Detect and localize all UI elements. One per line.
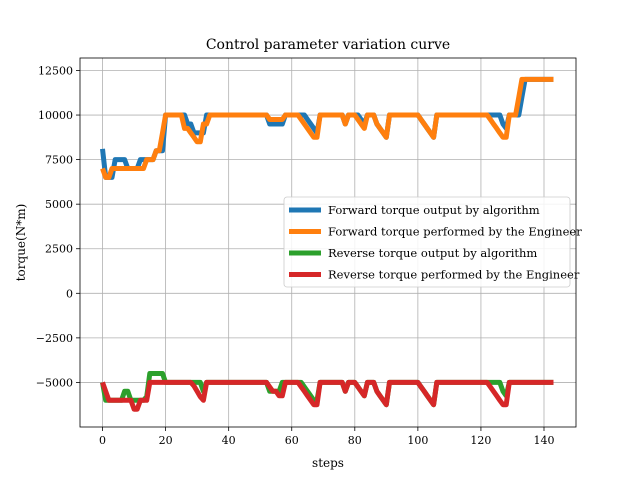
x-tick-label: 0 xyxy=(99,434,106,447)
x-tick-label: 140 xyxy=(533,434,554,447)
y-tick-label: −2500 xyxy=(36,332,73,345)
x-tick-label: 120 xyxy=(470,434,491,447)
y-tick-label: 7500 xyxy=(45,154,73,167)
x-tick-label: 60 xyxy=(285,434,299,447)
plot-frame xyxy=(79,57,577,428)
legend-entry-label: Reverse torque output by algorithm xyxy=(328,246,537,260)
chart-title: Control parameter variation curve xyxy=(206,37,450,53)
x-tick-label: 100 xyxy=(407,434,428,447)
legend-entry-label: Reverse torque performed by the Engineer xyxy=(328,268,580,282)
y-tick-label: 10000 xyxy=(38,109,73,122)
x-tick-label: 20 xyxy=(159,434,173,447)
legend-box xyxy=(283,196,571,288)
series-layer xyxy=(100,76,554,412)
x-axis: 0 20 40 60 80 100 120 140 xyxy=(99,427,554,447)
legend-entry-label: Forward torque output by algorithm xyxy=(328,203,540,217)
legend-entry-label: Forward torque performed by the Engineer xyxy=(328,225,582,239)
series-line-4 xyxy=(100,379,554,412)
y-tick-label: 12500 xyxy=(38,64,73,77)
y-axis-label: torque(N*m) xyxy=(14,204,28,282)
legend: Forward torque output by algorithm Forwar… xyxy=(283,196,582,288)
y-axis: −5000 −2500 0 2500 5000 7500 10000 12500 xyxy=(36,64,80,389)
y-tick-label: 2500 xyxy=(45,243,73,256)
y-tick-label: 0 xyxy=(66,287,73,300)
y-tick-label: 5000 xyxy=(45,198,73,211)
x-tick-label: 80 xyxy=(348,434,362,447)
series-line-2 xyxy=(100,76,554,180)
y-tick-label: −5000 xyxy=(36,376,73,389)
x-axis-label: steps xyxy=(312,456,344,470)
x-tick-label: 40 xyxy=(222,434,236,447)
